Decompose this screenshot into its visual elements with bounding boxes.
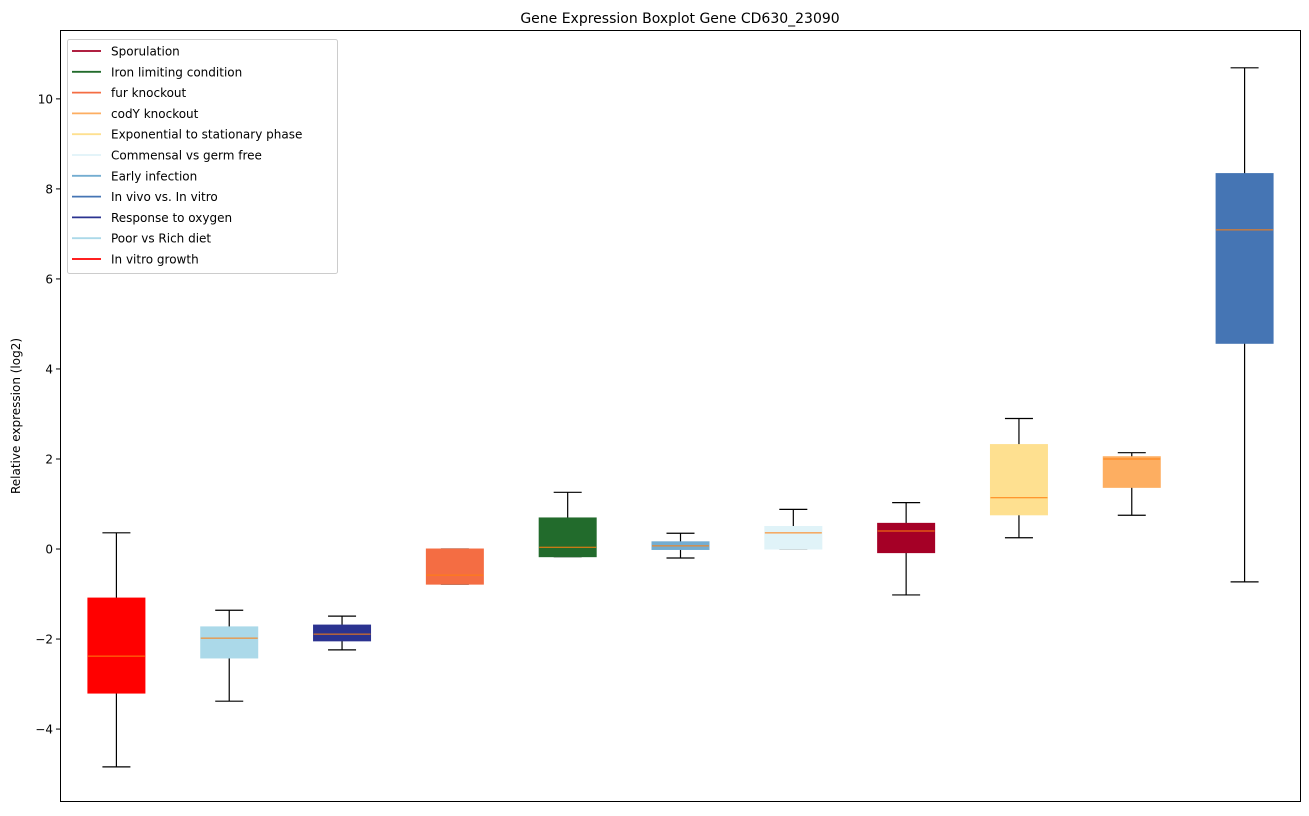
plot-frame — [60, 30, 1301, 802]
box-body — [1102, 456, 1161, 488]
y-tick-label: 10 — [38, 92, 53, 106]
box-cody-knockout — [1102, 452, 1161, 516]
box-body — [764, 526, 823, 550]
box-poor-vs-rich-diet — [200, 609, 259, 702]
legend-item: Poor vs Rich diet — [72, 232, 211, 246]
legend-item: In vitro growth — [72, 253, 199, 267]
y-axis: −4 −2 0 2 4 6 8 10 — [35, 92, 60, 737]
box-body — [425, 548, 484, 585]
y-tick-label: 6 — [45, 272, 53, 286]
box-body — [200, 626, 259, 659]
legend-frame — [67, 39, 338, 274]
y-tick-label: −2 — [35, 633, 53, 647]
legend: Sporulation Iron limiting condition fur kn… — [67, 39, 338, 274]
y-tick-label: 2 — [45, 452, 53, 466]
boxes — [87, 67, 1274, 768]
y-tick-label: −4 — [35, 723, 53, 737]
y-tick-label: 0 — [45, 543, 53, 557]
legend-label: Exponential to stationary phase — [111, 128, 302, 142]
legend-label: Sporulation — [111, 45, 180, 59]
legend-item: In vivo vs. In vitro — [72, 190, 218, 204]
box-exponential-to-stationary-phase — [989, 417, 1048, 539]
box-in-vivo-vs-in-vitro — [1215, 67, 1274, 583]
legend-label: Poor vs Rich diet — [111, 232, 211, 246]
box-body — [538, 517, 597, 558]
box-sporulation — [877, 502, 936, 596]
legend-label: Iron limiting condition — [111, 65, 242, 79]
legend-label: In vitro growth — [111, 253, 199, 267]
legend-item: Response to oxygen — [72, 211, 232, 225]
box-early-infection — [651, 532, 710, 559]
box-commensal-vs-germ-free — [764, 508, 823, 550]
y-axis-label: Relative expression (log2) — [9, 338, 23, 494]
legend-item: Exponential to stationary phase — [72, 128, 302, 142]
box-body — [989, 444, 1048, 516]
y-tick-label: 4 — [45, 362, 53, 376]
box-fur-knockout — [425, 548, 484, 585]
legend-item: Sporulation — [72, 45, 180, 59]
y-tick-label: 8 — [45, 182, 53, 196]
legend-label: In vivo vs. In vitro — [111, 190, 218, 204]
legend-label: Commensal vs germ free — [111, 149, 262, 163]
legend-label: codY knockout — [111, 107, 199, 121]
chart-title: Gene Expression Boxplot Gene CD630_23090 — [520, 11, 839, 27]
box-body — [313, 624, 372, 642]
legend-label: Early infection — [111, 169, 197, 183]
legend-item: fur knockout — [72, 86, 187, 100]
legend-item: Commensal vs germ free — [72, 149, 262, 163]
legend-label: fur knockout — [111, 86, 187, 100]
legend-label: Response to oxygen — [111, 211, 232, 225]
box-body — [1215, 173, 1274, 344]
box-body — [877, 522, 936, 554]
legend-item: Early infection — [72, 169, 197, 183]
box-iron-limiting-condition — [538, 491, 597, 558]
box-in-vitro-growth — [87, 532, 146, 768]
legend-item: Iron limiting condition — [72, 65, 242, 79]
box-response-to-oxygen — [313, 615, 372, 651]
legend-item: codY knockout — [72, 107, 199, 121]
box-body — [87, 597, 146, 694]
